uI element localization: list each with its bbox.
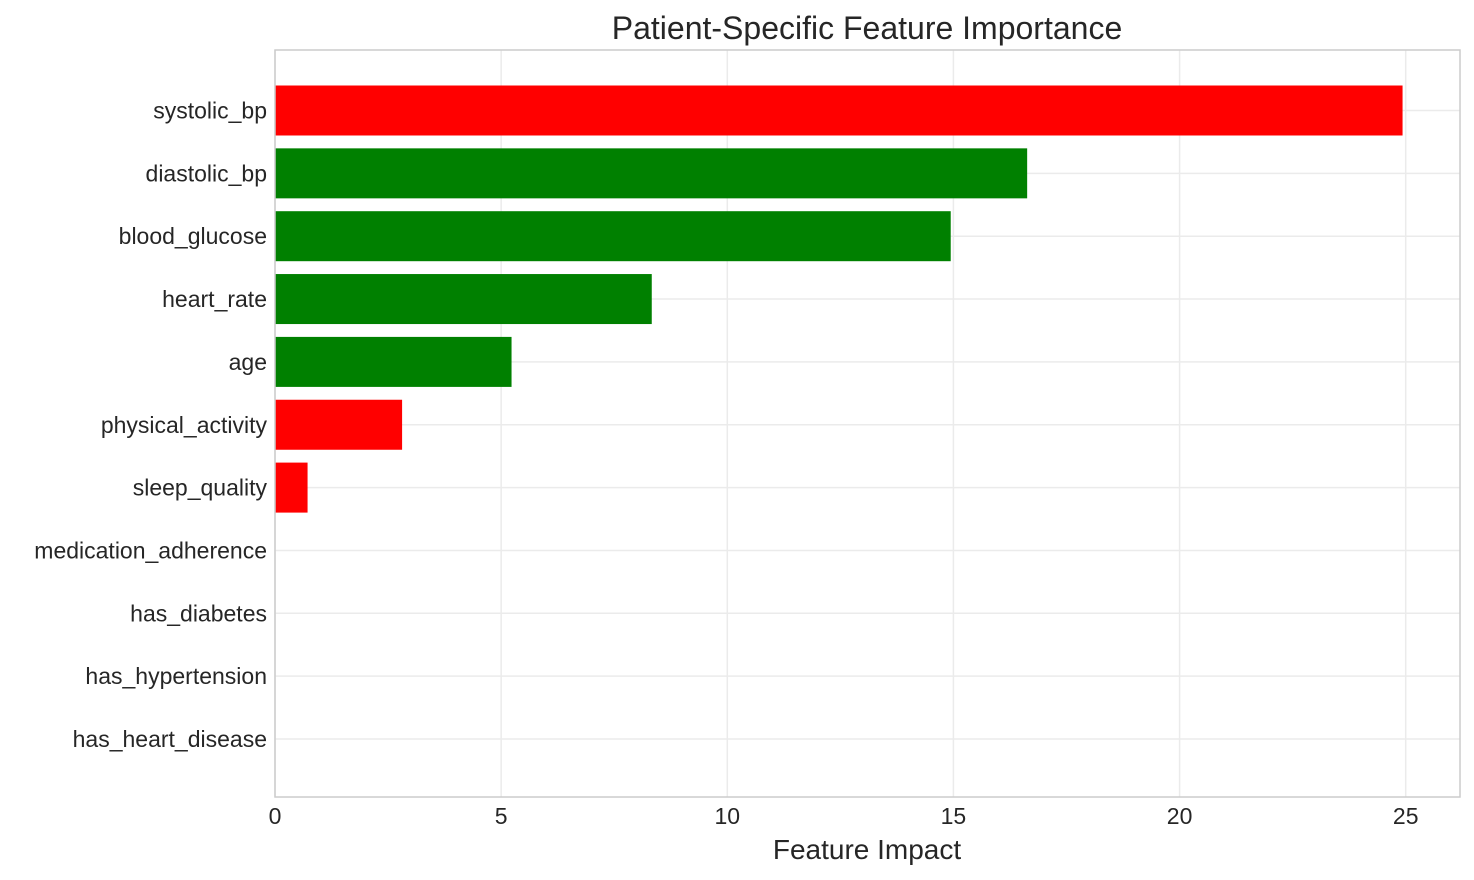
y-tick-label: has_heart_disease — [73, 726, 267, 752]
y-tick-labels: systolic_bp diastolic_bp blood_glucosehear… — [34, 98, 267, 753]
y-tick-label: heart_rate — [162, 286, 267, 312]
bar-diastolic_bp — [275, 148, 1028, 199]
y-tick-label: sleep_quality — [133, 475, 268, 501]
y-tick-label: has_hypertension — [85, 663, 267, 689]
x-tick-label: 20 — [1167, 803, 1193, 829]
chart-title: Patient-Specific Feature Importance — [612, 10, 1122, 46]
y-tick-label: systolic_bp — [153, 98, 267, 124]
y-tick-label: blood_glucose — [119, 223, 267, 249]
x-tick-label: 25 — [1393, 803, 1419, 829]
bar-physical_activity — [275, 399, 403, 450]
bar-blood_glucose — [275, 211, 951, 262]
bar-systolic_bp — [275, 85, 1403, 136]
x-tick-labels: 0 5 10 15 20 25 — [269, 803, 1419, 829]
y-tick-label: physical_activity — [101, 412, 268, 438]
y-tick-label: has_diabetes — [130, 600, 267, 626]
x-tick-label: 5 — [495, 803, 508, 829]
bar-sleep_quality — [275, 462, 308, 513]
x-tick-label: 10 — [714, 803, 740, 829]
bars — [275, 85, 1403, 513]
y-tick-label: medication_adherence — [34, 537, 267, 563]
x-tick-label: 0 — [269, 803, 282, 829]
bar-age — [275, 336, 512, 387]
x-axis-label: Feature Impact — [773, 834, 962, 865]
plot-frame — [274, 49, 1461, 798]
x-tick-label: 15 — [941, 803, 967, 829]
y-tick-label: diastolic_bp — [146, 160, 267, 186]
y-tick-label: age — [229, 349, 267, 375]
bar-heart_rate — [275, 274, 652, 325]
